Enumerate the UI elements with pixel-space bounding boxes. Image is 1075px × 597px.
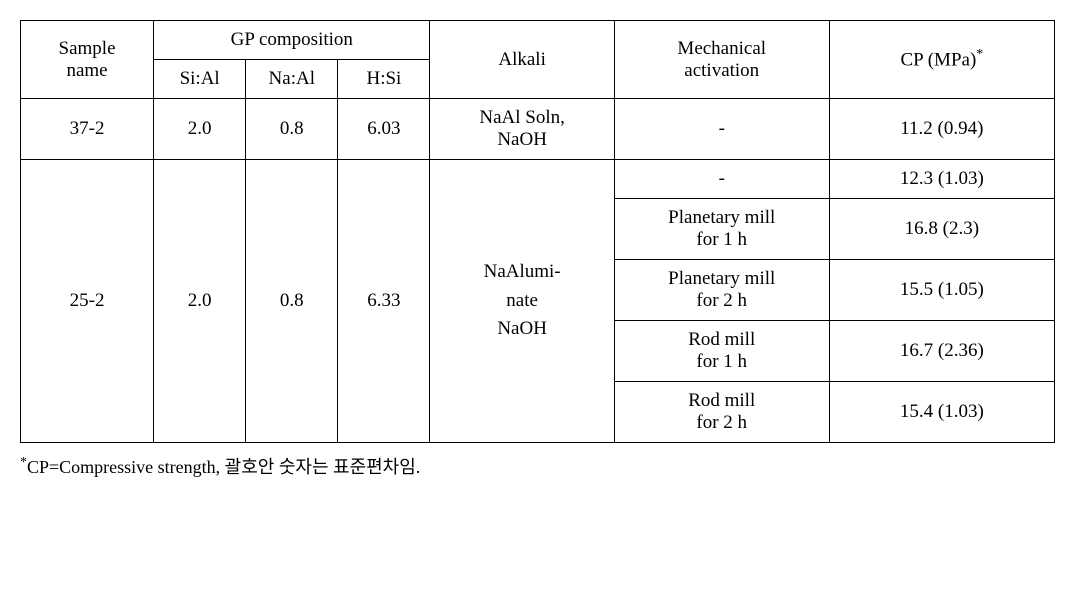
text: name bbox=[66, 60, 107, 81]
cell-mech: - bbox=[614, 160, 829, 199]
text: for 1 h bbox=[696, 351, 747, 372]
cp-superscript: * bbox=[976, 47, 983, 62]
cell-mech: Planetary mill for 2 h bbox=[614, 260, 829, 321]
text: Rod mill bbox=[688, 390, 755, 411]
cell-na-al: 0.8 bbox=[246, 160, 338, 443]
text: nate bbox=[506, 290, 538, 311]
cell-h-si: 6.03 bbox=[338, 99, 430, 160]
table-row: 25-2 2.0 0.8 6.33 NaAlumi- nate NaOH - 1… bbox=[21, 160, 1055, 199]
col-si-al: Si:Al bbox=[154, 60, 246, 99]
cell-sample: 25-2 bbox=[21, 160, 154, 443]
cell-cp: 15.5 (1.05) bbox=[829, 260, 1054, 321]
text: for 2 h bbox=[696, 412, 747, 433]
cell-cp: 11.2 (0.94) bbox=[829, 99, 1054, 160]
data-table: Sample name GP composition Alkali Mechan… bbox=[20, 20, 1055, 443]
text: Rod mill bbox=[688, 329, 755, 350]
text: Planetary mill bbox=[668, 268, 775, 289]
col-gp-composition: GP composition bbox=[154, 21, 430, 60]
table-header-row: Sample name GP composition Alkali Mechan… bbox=[21, 21, 1055, 60]
cell-h-si: 6.33 bbox=[338, 160, 430, 443]
footnote-text: CP=Compressive strength, 괄호안 숫자는 표준편차임. bbox=[27, 457, 420, 477]
text: Planetary mill bbox=[668, 207, 775, 228]
footnote-superscript: * bbox=[20, 455, 27, 470]
table-row: 37-2 2.0 0.8 6.03 NaAl Soln, NaOH - 11.2… bbox=[21, 99, 1055, 160]
cell-mech: Rod mill for 1 h bbox=[614, 321, 829, 382]
cell-cp: 16.7 (2.36) bbox=[829, 321, 1054, 382]
text: NaAlumi- bbox=[484, 261, 561, 282]
text: NaAl Soln, bbox=[479, 107, 565, 128]
cell-alkali: NaAlumi- nate NaOH bbox=[430, 160, 614, 443]
cell-cp: 16.8 (2.3) bbox=[829, 199, 1054, 260]
text: for 1 h bbox=[696, 229, 747, 250]
text: Sample bbox=[59, 38, 116, 59]
col-cp: CP (MPa)* bbox=[829, 21, 1054, 99]
col-h-si: H:Si bbox=[338, 60, 430, 99]
text: Mechanical bbox=[677, 38, 766, 59]
cell-sample: 37-2 bbox=[21, 99, 154, 160]
cell-mech: Rod mill for 2 h bbox=[614, 382, 829, 443]
col-mechanical-activation: Mechanical activation bbox=[614, 21, 829, 99]
footnote: *CP=Compressive strength, 괄호안 숫자는 표준편차임. bbox=[20, 453, 1055, 479]
cell-si-al: 2.0 bbox=[154, 99, 246, 160]
col-na-al: Na:Al bbox=[246, 60, 338, 99]
text: NaOH bbox=[497, 318, 547, 339]
text: CP (MPa) bbox=[900, 50, 976, 71]
cell-na-al: 0.8 bbox=[246, 99, 338, 160]
cell-si-al: 2.0 bbox=[154, 160, 246, 443]
text: for 2 h bbox=[696, 290, 747, 311]
cell-cp: 12.3 (1.03) bbox=[829, 160, 1054, 199]
text: activation bbox=[684, 60, 759, 81]
text: NaOH bbox=[497, 129, 547, 150]
cell-mech: Planetary mill for 1 h bbox=[614, 199, 829, 260]
col-alkali: Alkali bbox=[430, 21, 614, 99]
col-sample-name: Sample name bbox=[21, 21, 154, 99]
cell-mech: - bbox=[614, 99, 829, 160]
cell-cp: 15.4 (1.03) bbox=[829, 382, 1054, 443]
cell-alkali: NaAl Soln, NaOH bbox=[430, 99, 614, 160]
